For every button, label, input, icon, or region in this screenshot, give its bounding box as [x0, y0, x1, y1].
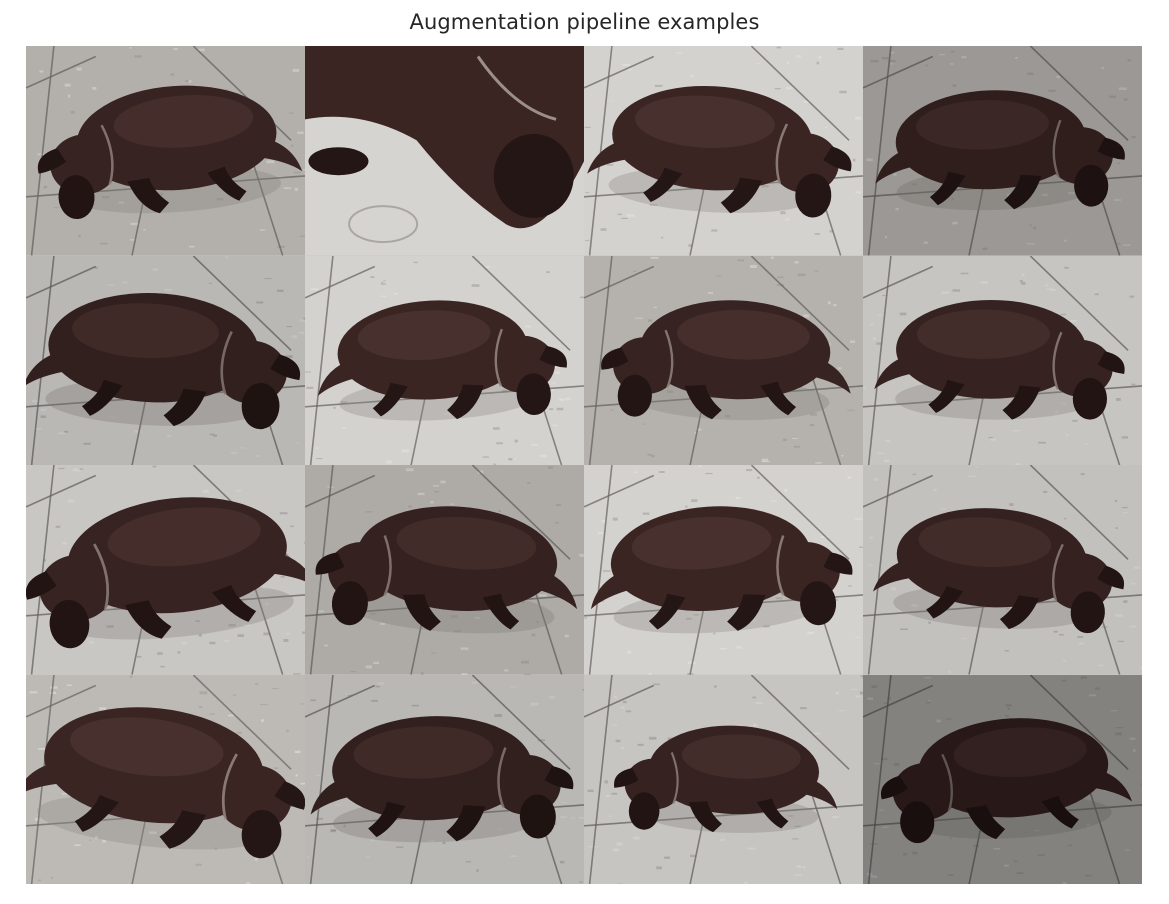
dog-photo [26, 465, 305, 675]
dog-photo [863, 256, 1142, 466]
dog-photo [305, 46, 584, 256]
dog-photo [305, 675, 584, 885]
augmented-photo-tile [584, 46, 863, 256]
augmented-photo-tile [863, 675, 1142, 885]
augmented-photo-tile [26, 256, 305, 466]
augmented-photo-tile [305, 46, 584, 256]
dog-photo [26, 675, 305, 885]
figure-title: Augmentation pipeline examples [0, 10, 1169, 34]
dog-photo [863, 675, 1142, 885]
dog-photo [584, 256, 863, 466]
augmented-photo-tile [305, 675, 584, 885]
augmented-photo-tile [26, 675, 305, 885]
augmented-photo-tile [305, 465, 584, 675]
augmented-photo-tile [26, 46, 305, 256]
augmentation-image-grid [26, 46, 1142, 884]
dog-photo [26, 46, 305, 256]
dog-photo [26, 256, 305, 466]
dog-photo [584, 465, 863, 675]
augmented-photo-tile [584, 675, 863, 885]
augmented-photo-tile [305, 256, 584, 466]
augmented-photo-tile [26, 465, 305, 675]
augmented-photo-tile [863, 46, 1142, 256]
dog-photo [863, 465, 1142, 675]
augmented-photo-tile [584, 465, 863, 675]
augmented-photo-tile [584, 256, 863, 466]
dog-photo [305, 256, 584, 466]
dog-photo [305, 465, 584, 675]
dog-photo [863, 46, 1142, 256]
augmented-photo-tile [863, 465, 1142, 675]
augmented-photo-tile [863, 256, 1142, 466]
dog-photo [584, 46, 863, 256]
dog-photo [584, 675, 863, 885]
